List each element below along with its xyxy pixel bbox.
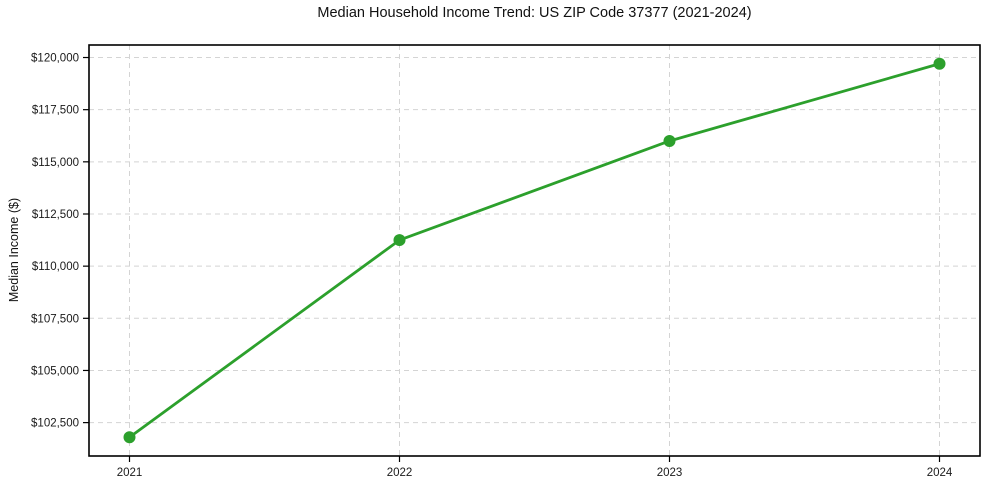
y-tick-label: $110,000 [32,261,79,273]
y-tick-label: $117,500 [32,105,79,117]
x-tick-label: 2021 [117,467,143,479]
y-tick-label: $107,500 [31,313,79,325]
chart-title: Median Household Income Trend: US ZIP Co… [317,5,752,21]
data-point-2023 [663,134,676,147]
y-tick-label: $102,500 [31,418,79,430]
x-tick-label: 2024 [927,467,953,479]
y-tick-label: $115,000 [32,157,79,169]
x-tick-label: 2022 [387,467,413,479]
income-trend-line [128,62,941,439]
data-point-2022 [393,234,406,247]
y-tick-label: $120,000 [31,53,79,65]
plot-border [88,44,981,457]
y-tick-label: $105,000 [31,365,79,377]
data-point-2024 [933,57,946,70]
data-point-2021 [123,431,136,444]
x-tick-label: 2023 [657,467,683,479]
y-tick-label: $112,500 [32,209,79,221]
